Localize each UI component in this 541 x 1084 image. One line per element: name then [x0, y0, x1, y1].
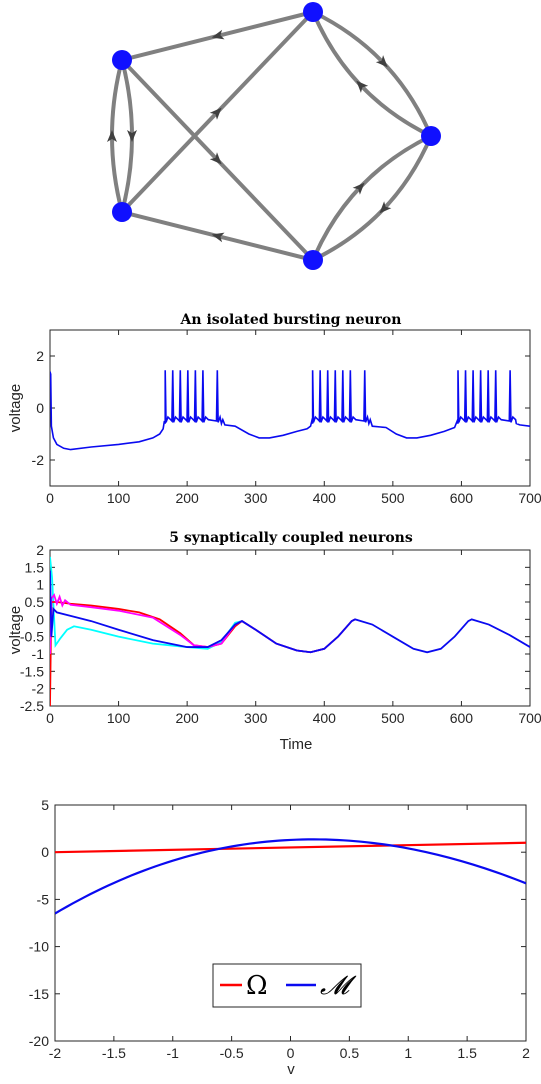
chart3-series-0 [55, 841, 526, 854]
chart2-ytick-label: -0.5 [20, 629, 44, 645]
chart3-xtick-label: 1.5 [457, 1045, 477, 1061]
chart2-xtick-label: 200 [175, 710, 199, 726]
graph-arrow-n4-n2 [107, 130, 117, 142]
chart3-ytick-label: -10 [29, 939, 49, 955]
graph-node-n5 [303, 250, 323, 270]
chart2-ytick-label: 0 [36, 611, 44, 627]
graph-node-n1 [303, 2, 323, 22]
chart2-ytick-label: 2 [36, 542, 44, 558]
chart2-xtick-label: 700 [518, 710, 541, 726]
chart1-xtick-label: 100 [107, 490, 131, 506]
chart2-xtick-label: 400 [313, 710, 337, 726]
chart3-xtick-label: -1 [167, 1045, 180, 1061]
graph-node-n4 [112, 202, 132, 222]
chart2-xtick-label: 100 [107, 710, 131, 726]
graph-node-n2 [112, 50, 132, 70]
chart3-xtick-label: 2 [522, 1045, 530, 1061]
chart1-xtick-label: 300 [244, 490, 268, 506]
chart1-xtick-label: 400 [313, 490, 337, 506]
chart1-ytick-label: -2 [32, 452, 45, 468]
chart2-plot: 0 100 200 300 400 500 600 70021.510.50-0.5-1-1.… [20, 542, 541, 726]
chart1-xtick-label: 600 [450, 490, 474, 506]
graph-arrow-n1-n3 [375, 55, 388, 68]
chart2-xtick-label: 0 [46, 710, 54, 726]
chart3-xtick-label: -1.5 [102, 1045, 126, 1061]
chart2-xlabel: Time [280, 736, 313, 753]
chart3-xtick-label: 1 [404, 1045, 412, 1061]
chart1-series-0 [50, 370, 530, 451]
chart2-ytick-label: -2.5 [20, 698, 44, 714]
chart3-ytick-label: -20 [29, 1033, 49, 1049]
chart2-series-3 [50, 570, 530, 654]
chart3-xlabel: v [287, 1061, 295, 1078]
chart2-xtick-label: 600 [450, 710, 474, 726]
chart3-xtick-label: 0.5 [340, 1045, 360, 1061]
chart3-xtick-label: -0.5 [220, 1045, 244, 1061]
chart2-ytick-label: 1 [36, 577, 44, 593]
chart3-plot: -2 -1.5 -1 -0.5 0 0.5 1 1.5 2 5 0 -5 -10 -15 -20 [29, 797, 530, 1061]
graph-arrow-n3-n1 [356, 80, 369, 93]
graph-arrow-n2-n5 [209, 152, 222, 165]
chart2-xtick-label: 500 [381, 710, 405, 726]
graph-node-n3 [421, 126, 441, 146]
chart1-title: An isolated bursting neuron [180, 312, 402, 328]
chart3-series-1 [55, 838, 526, 915]
chart2-ytick-label: -1.5 [20, 663, 44, 679]
chart3-ytick-label: -5 [37, 891, 50, 907]
chart2-ytick-label: -1 [32, 646, 45, 662]
chart1-xtick-label: 700 [518, 490, 541, 506]
chart3-legend: Ω 𝓜 [212, 963, 362, 1008]
graph-arrow-n5-n3 [352, 182, 365, 195]
chart2-title: 5 synaptically coupled neurons [169, 530, 413, 546]
chart1-xtick-label: 0 [46, 490, 54, 506]
chart2-ylabel: voltage [7, 606, 24, 654]
chart1-ytick-label: 2 [36, 348, 44, 364]
chart2-ytick-label: -2 [32, 681, 45, 697]
graph-arrow-n4-n1 [209, 107, 222, 120]
chart2-ytick-label: 0.5 [25, 594, 45, 610]
chart3-ytick-label: -15 [29, 986, 49, 1002]
chart2-axes-box [49, 549, 531, 707]
legend-omega-label: Ω [246, 971, 268, 1001]
chart3-xtick-label: -2 [49, 1045, 62, 1061]
graph-arrow-n3-n5 [379, 201, 392, 214]
chart2-ytick-label: 1.5 [25, 559, 45, 575]
chart1-ytick-label: 0 [36, 400, 44, 416]
chart1-plot: 0 100 200 300 400 500 600 700 2 0 -2 [32, 329, 541, 506]
chart3-ytick-label: 5 [41, 797, 49, 813]
chart1-ylabel: voltage [7, 384, 24, 432]
graph-arrow-n2-n4 [127, 130, 137, 142]
graph-arrow-n1-n2 [211, 29, 225, 40]
graph-arrow-n5-n4 [211, 232, 225, 243]
chart1-xtick-label: 500 [381, 490, 405, 506]
network-graph [107, 2, 441, 270]
chart1-axes-box [49, 329, 531, 487]
chart2-xtick-label: 300 [244, 710, 268, 726]
chart3-xtick-label: 0 [287, 1045, 295, 1061]
chart1-xtick-label: 200 [175, 490, 199, 506]
chart3-ytick-label: 0 [41, 844, 49, 860]
